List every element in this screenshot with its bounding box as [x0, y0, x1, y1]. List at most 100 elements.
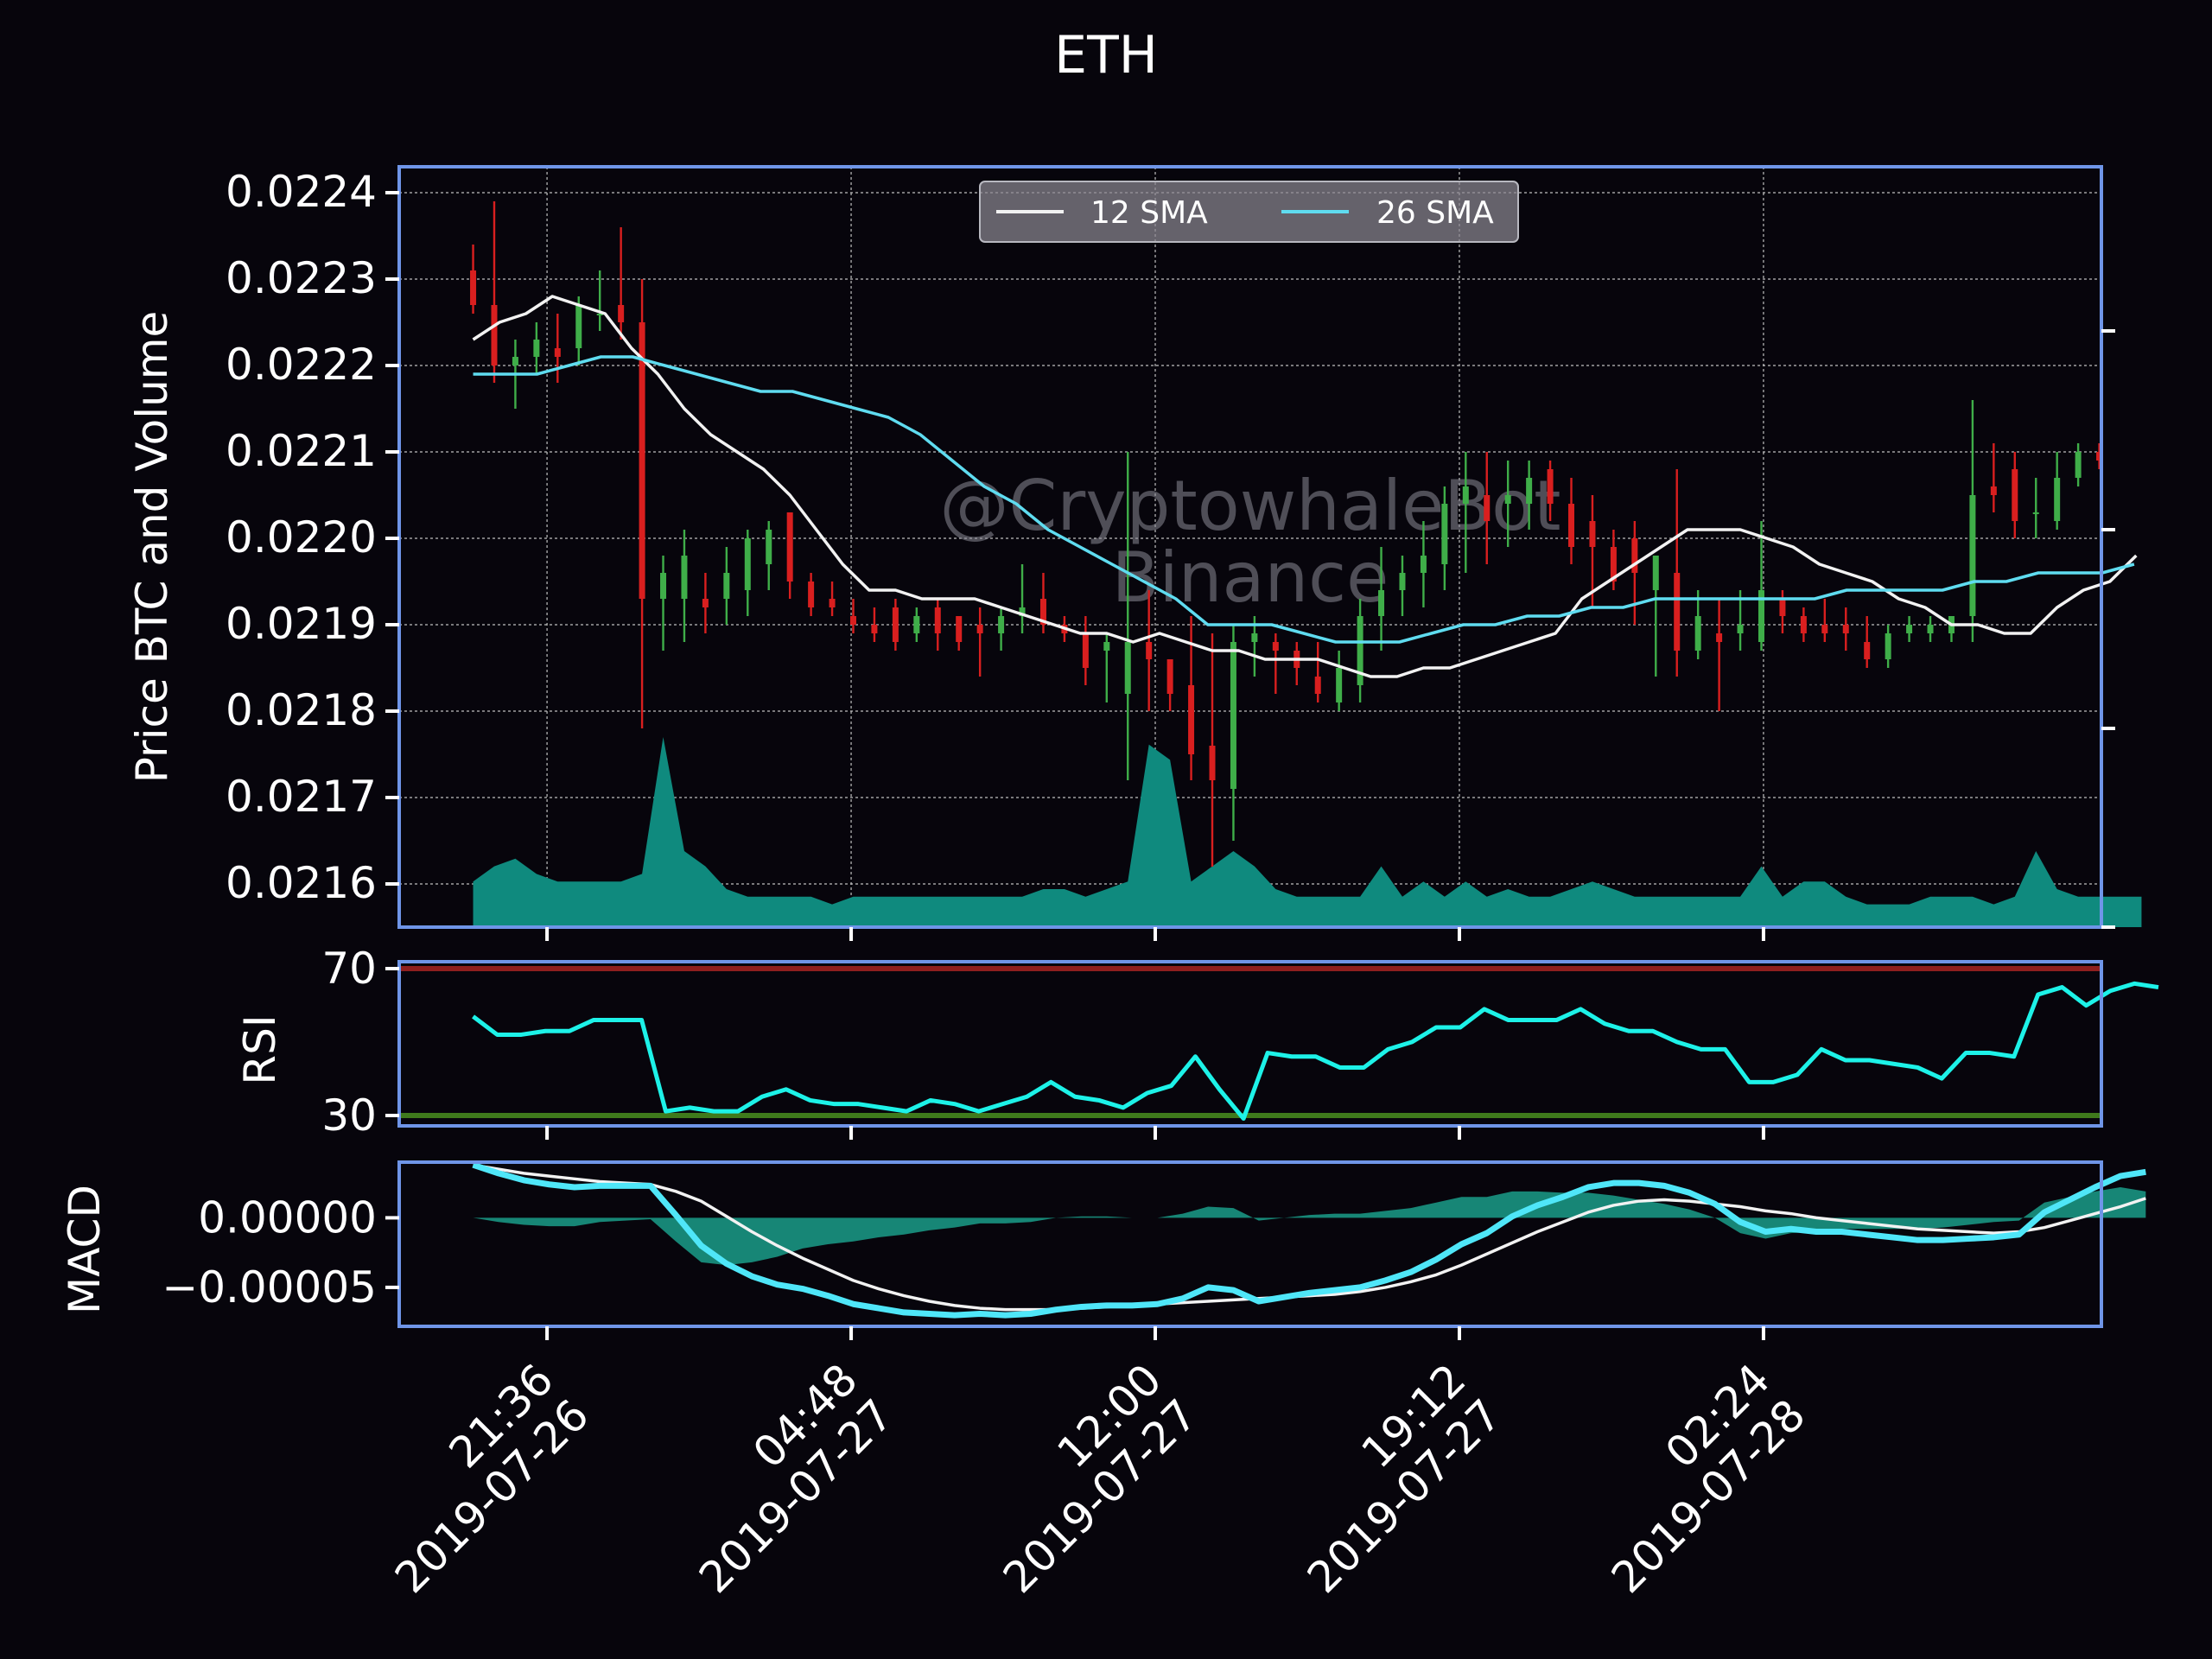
price-panel: @CryptowhaleBot Binance 0.02160.02170.02…	[127, 165, 2142, 929]
candle-body	[1885, 633, 1891, 659]
candle-body	[1230, 642, 1236, 789]
candle-body	[1737, 625, 1744, 633]
y-tick-label: 0.0216	[226, 858, 377, 908]
candle-body	[1779, 599, 1786, 616]
macd-ylabel: MACD	[60, 1185, 110, 1314]
macd-line	[472, 1161, 2146, 1319]
candle-body	[1610, 547, 1617, 582]
candle-body	[1272, 642, 1279, 651]
candle-body	[1526, 478, 1533, 504]
candle-body	[1906, 625, 1913, 633]
watermark: @CryptowhaleBot Binance	[940, 466, 1561, 618]
y-tick-label: 0.0223	[226, 253, 377, 303]
macd-y-ticks: 0.00000 −0.00005	[162, 1192, 399, 1313]
candle-body	[723, 573, 730, 599]
volume-area	[473, 737, 2142, 927]
candle-body	[575, 305, 582, 348]
watermark-line-1: @CryptowhaleBot	[940, 466, 1561, 546]
chart-title: ETH	[1054, 25, 1158, 86]
candle-body	[1821, 625, 1828, 633]
candle-body	[1378, 590, 1385, 616]
y-tick-label: 0.0218	[226, 685, 377, 735]
watermark-line-2: Binance	[1112, 537, 1389, 618]
legend-label-26-sma: 26 SMA	[1376, 195, 1494, 231]
candle-body	[702, 599, 709, 607]
sma-26-line	[473, 355, 2135, 644]
candle-body	[1082, 633, 1089, 668]
candle-body	[639, 322, 645, 599]
candle-body	[808, 582, 815, 607]
y-tick-label: 0.0219	[226, 599, 377, 649]
y-tick-label: 0.0222	[226, 340, 377, 390]
candle-body	[1716, 633, 1723, 642]
candle-body	[892, 607, 899, 642]
candle-body	[1188, 685, 1195, 754]
candle-body	[956, 616, 963, 642]
candle-body	[1758, 590, 1764, 642]
candle-body	[2096, 452, 2103, 461]
rsi-y-ticks: 30 70	[321, 944, 399, 1141]
candle-body	[1039, 599, 1046, 625]
candle-body	[766, 530, 772, 564]
candle-body	[1124, 642, 1131, 694]
sma-12-line	[472, 295, 2138, 678]
candle-body	[1420, 556, 1427, 573]
candle-body	[1441, 504, 1448, 564]
candle-body	[470, 270, 477, 305]
macd-lines	[472, 1161, 2146, 1319]
candle-body	[1800, 616, 1807, 633]
candle-body	[786, 512, 793, 582]
candle-body	[512, 357, 518, 365]
candle-body	[1166, 659, 1173, 694]
candle-body	[660, 573, 667, 599]
candle-body	[934, 607, 941, 633]
candles	[470, 201, 2103, 867]
candle-body	[1314, 677, 1321, 694]
candle-body	[554, 348, 561, 357]
y-tick-label: −0.00005	[162, 1262, 377, 1313]
candle-body	[976, 625, 983, 633]
candle-body	[1927, 625, 1934, 633]
candle-body	[1674, 573, 1681, 651]
price-panel-background	[399, 167, 2101, 927]
candle-body	[1357, 616, 1363, 685]
candle-body	[829, 599, 836, 607]
candle-body	[1504, 495, 1511, 504]
candle-body	[596, 314, 603, 315]
candle-body	[1146, 642, 1153, 659]
candle-body	[1652, 556, 1659, 590]
rsi-ylabel: RSI	[235, 1014, 285, 1084]
candle-body	[618, 305, 625, 322]
candle-body	[1019, 607, 1026, 616]
candle-body	[1969, 495, 1976, 616]
volume-area-fill	[473, 737, 2142, 927]
candle-body	[681, 556, 688, 599]
price-ylabel: Price BTC and Volume	[127, 311, 177, 784]
price-panel-frame	[397, 165, 2103, 929]
candle-body	[913, 616, 920, 633]
price-y-ticks: 0.0216 0.0217 0.0218 0.0219 0.0220 0.0221 0.02…	[226, 167, 399, 908]
macd-panel-frame	[397, 1160, 2103, 1328]
candle-body	[491, 305, 498, 365]
legend: 12 SMA 26 SMA	[979, 181, 1519, 243]
moving-averages	[472, 295, 2138, 678]
candle-body	[2032, 512, 2039, 514]
legend-box	[979, 181, 1519, 243]
candle-body	[1631, 538, 1638, 573]
candle-body	[1990, 486, 1997, 495]
candle-body	[1251, 633, 1258, 642]
candle-body	[1336, 668, 1343, 702]
candle-body	[1484, 495, 1491, 521]
candle-body	[1547, 469, 1554, 504]
candle-body	[1842, 625, 1849, 633]
macd-histogram	[473, 1186, 2146, 1266]
candle-body	[1103, 642, 1110, 651]
y-tick-label: 30	[321, 1090, 377, 1141]
candle-body	[1568, 504, 1575, 547]
candle-body	[849, 616, 856, 625]
y-tick-label: 0.00000	[198, 1192, 377, 1243]
legend-label-12-sma: 12 SMA	[1090, 195, 1208, 231]
candle-body	[744, 538, 751, 590]
candle-body	[1462, 486, 1469, 504]
